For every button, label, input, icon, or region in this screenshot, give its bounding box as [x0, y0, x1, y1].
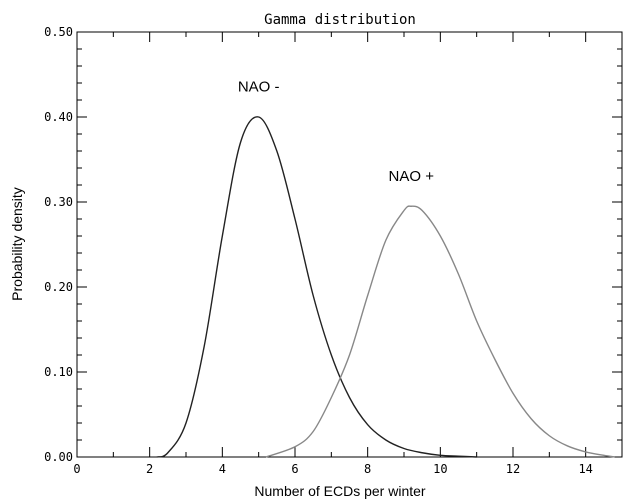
chart-title: Gamma distribution — [264, 12, 416, 28]
ticks: 0 2 4 6 8 10 12 14 0.00 0.10 0.20 0.30 0.40 0.50 — [44, 25, 623, 476]
x-tick-label: 12 — [506, 462, 520, 476]
y-axis-label: Probability density — [9, 187, 25, 301]
series-line-1 — [156, 116, 477, 458]
x-tick-label: 10 — [433, 462, 447, 476]
x-tick-label: 6 — [291, 462, 298, 476]
x-tick-label: 8 — [364, 462, 371, 476]
plot-frame — [76, 31, 623, 458]
x-tick-label: 0 — [73, 462, 80, 476]
annotation-label-1: NAO - — [238, 79, 280, 96]
y-tick-label: 0.50 — [44, 25, 73, 39]
y-tick-label: 0.00 — [44, 450, 73, 464]
y-tick-label: 0.30 — [44, 195, 73, 209]
annotations: NAO - NAO + — [238, 79, 434, 185]
y-tick-label: 0.20 — [44, 280, 73, 294]
y-tick-label: 0.10 — [44, 365, 73, 379]
x-axis-label: Number of ECDs per winter — [254, 483, 426, 499]
y-tick-label: 0.40 — [44, 110, 73, 124]
series — [156, 116, 615, 458]
series-line-2 — [265, 205, 615, 458]
x-tick-label: 2 — [146, 462, 153, 476]
annotation-label-2: NAO + — [389, 168, 435, 185]
x-tick-label: 14 — [578, 462, 592, 476]
x-tick-label: 4 — [219, 462, 226, 476]
